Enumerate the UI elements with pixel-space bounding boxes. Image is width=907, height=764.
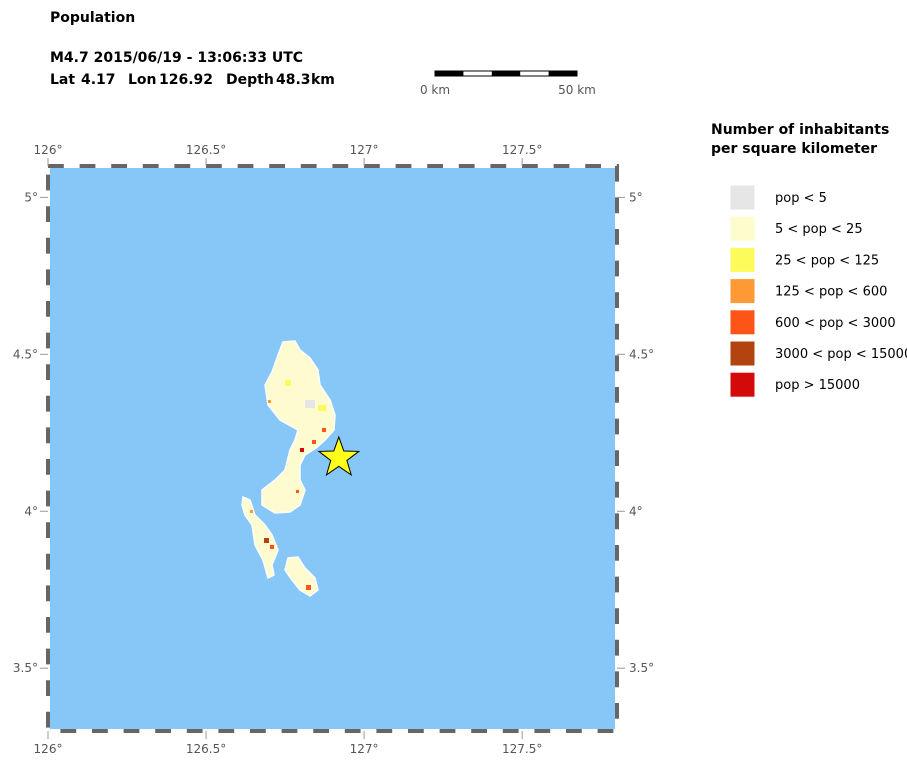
lat: 4.17: [81, 72, 116, 88]
scale-bar: 0 km 50 km: [420, 70, 596, 97]
legend-title: Number of inhabitants: [711, 122, 889, 138]
lat-label: Lat: [50, 72, 75, 88]
x-tick-label: 126.5°: [186, 143, 226, 157]
legend-swatch: [729, 340, 756, 367]
x-tick-label: 127°: [350, 143, 379, 157]
legend-label: 5 < pop < 25: [775, 222, 863, 237]
x-tick-label: 126°: [34, 742, 63, 756]
epicenter: [317, 435, 361, 477]
event: M4.7 2015/06/19 - 13:06:33 UTC: [50, 50, 303, 66]
depth-label: Depth: [226, 72, 274, 88]
legend-swatch: [729, 309, 756, 336]
ocean: [48, 166, 617, 731]
x-tick-label: 126.5°: [186, 742, 226, 756]
legend-label: pop > 15000: [775, 378, 860, 393]
y-tick-label: 3.5°: [13, 661, 38, 675]
location: Lat 4.17 Lon 126.92 Depth 48.3 km: [50, 72, 335, 88]
x-tick-label: 127°: [350, 742, 379, 756]
y-tick-label: 4.5°: [13, 347, 38, 361]
title: Population: [50, 10, 135, 26]
legend-swatch: [729, 184, 756, 211]
frame-dashes: [46, 164, 619, 733]
legend-title: per square kilometer: [711, 141, 877, 157]
legend-label: 25 < pop < 125: [775, 253, 879, 268]
depth: 48.3: [276, 72, 311, 88]
legend-swatch: [729, 246, 756, 273]
x-tick-label: 127.5°: [502, 143, 542, 157]
x-tick-label: 127.5°: [502, 742, 542, 756]
legend-label: 125 < pop < 600: [775, 285, 887, 300]
y-tick-label: 4.5°: [629, 347, 654, 361]
y-tick-label: 3.5°: [629, 661, 654, 675]
y-tick-label: 5°: [24, 190, 38, 204]
legend-swatch: [729, 371, 756, 398]
y-tick-label: 4°: [629, 504, 643, 518]
depth-unit: km: [311, 72, 335, 88]
y-tick-label: 4°: [24, 504, 38, 518]
scale-end: 50 km: [558, 83, 596, 97]
legend-swatch: [729, 278, 756, 305]
lon: 126.92: [159, 72, 213, 88]
scale-start: 0 km: [420, 83, 450, 97]
lon-label: Lon: [128, 72, 157, 88]
density-cells: [250, 380, 326, 590]
y-tick-label: 5°: [629, 190, 643, 204]
legend-label: 3000 < pop < 15000: [775, 347, 907, 362]
legend-label: pop < 5: [775, 191, 827, 206]
legend-label: 600 < pop < 3000: [775, 316, 896, 331]
x-tick-label: 126°: [34, 143, 63, 157]
legend-swatch: [729, 215, 756, 242]
